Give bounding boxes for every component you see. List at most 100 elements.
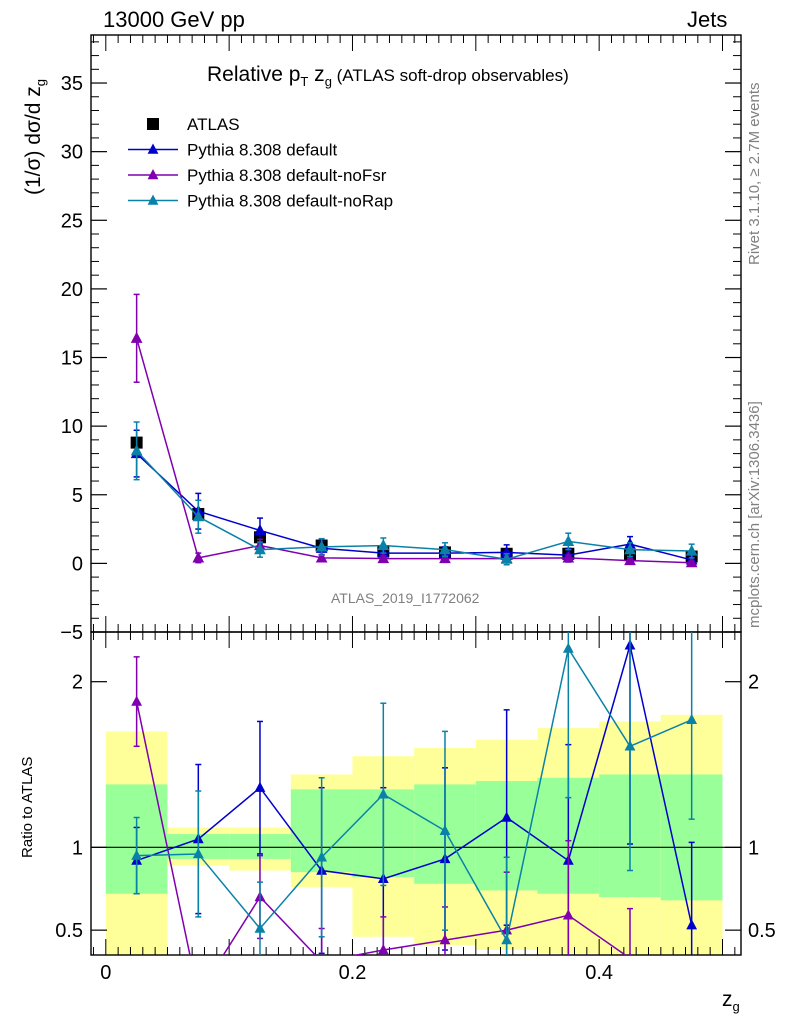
main-y-axis-label: (1/σ) dσ/d zg (22, 79, 48, 195)
ratio-y-tick-label-left: 1 (72, 837, 83, 859)
main-y-tick-label: −5 (60, 622, 83, 644)
main-series-3 (130, 421, 698, 566)
ratio-panel-axes: 0 0.2 0.4 0.5 0.5 1 1 2 2 (55, 631, 776, 984)
plot-title: Relative pT zg (ATLAS soft-drop observab… (207, 63, 569, 89)
ratio-point (316, 956, 327, 966)
xlabel-main: z (722, 988, 733, 1011)
ratio-point (501, 811, 513, 822)
ratio-y-tick-label-left: 0.5 (55, 920, 83, 942)
data-point (130, 444, 143, 456)
analysis-label: ATLAS_2019_I1772062 (331, 590, 480, 606)
ratio-point (254, 781, 266, 792)
ratio-series-2 (131, 632, 698, 955)
title-sub-t: T (300, 74, 309, 90)
data-point (439, 552, 451, 564)
main-series-0 (130, 436, 698, 563)
legend-marker (147, 194, 159, 205)
ratio-point (628, 952, 632, 955)
ratio-point (316, 851, 328, 862)
main-y-tick-label: 35 (61, 73, 83, 95)
ratio-panel-series (131, 632, 698, 1000)
main-y-tick-label: 25 (61, 210, 83, 232)
data-point (377, 539, 390, 551)
data-point (254, 543, 266, 555)
ratio-point (686, 919, 698, 930)
main-series-2 (130, 293, 698, 568)
ratio-y-tick-label-right: 1 (748, 837, 759, 859)
data-point (192, 510, 205, 522)
data-point (377, 552, 390, 564)
ratio-point (254, 922, 266, 933)
legend-entry-0: ATLAS (187, 115, 240, 134)
data-point (130, 331, 143, 343)
ratio-y-axis-label: Ratio to ATLAS (19, 756, 36, 858)
process-label: Jets (687, 7, 728, 32)
ratio-series-clipped (131, 632, 698, 1000)
ratio-line (135, 701, 627, 955)
main-panel-series (130, 293, 698, 568)
data-point (254, 523, 266, 535)
ratio-point (439, 934, 451, 945)
ratio-point (439, 824, 451, 835)
title-main: Relative p (207, 63, 301, 86)
ratio-point (377, 944, 389, 955)
data-point (192, 551, 205, 563)
x-tick-label: 0 (100, 962, 111, 984)
data-point (315, 540, 328, 552)
title-sub-g: g (324, 74, 332, 90)
title-mid: z (308, 63, 325, 86)
rivet-label: Rivet 3.1.10, ≥ 2.7M events (746, 82, 763, 266)
main-y-tick-label: 20 (61, 279, 83, 301)
ratio-point (686, 990, 697, 1000)
legend-entry-2: Pythia 8.308 default-noFsr (187, 166, 387, 185)
data-point (562, 551, 575, 563)
ratio-point (192, 847, 204, 859)
ratio-y-tick-label-left: 2 (72, 672, 83, 694)
ylabel-sub: g (33, 78, 49, 87)
x-tick-label: 0.4 (585, 962, 613, 984)
data-point (624, 554, 636, 566)
data-point (439, 543, 451, 555)
main-series-1 (130, 429, 698, 567)
data-point (500, 552, 513, 564)
ratio-line (136, 646, 692, 943)
legend-marker (147, 169, 159, 180)
data-point (562, 534, 575, 546)
ratio-frame (90, 631, 742, 956)
mcplots-label: mcplots.cern.ch [arXiv:1306.3436] (746, 401, 763, 628)
legend-entry-3: Pythia 8.308 default-noRap (187, 192, 393, 211)
legend-entry-1: Pythia 8.308 default (187, 141, 338, 160)
ratio-point (686, 713, 698, 724)
legend-marker-atlas (147, 118, 159, 130)
xlabel-sub: g (732, 999, 740, 1015)
legend: ATLAS Pythia 8.308 default Pythia 8.308 de… (128, 115, 393, 211)
data-point (685, 556, 698, 568)
main-y-tick-label: 30 (61, 142, 83, 164)
x-axis-label: zg (722, 988, 740, 1014)
ratio-point (562, 909, 574, 920)
main-y-tick-label: 0 (72, 553, 83, 575)
main-y-tick-label: 10 (61, 416, 83, 438)
main-y-tick-label: 15 (61, 348, 83, 370)
data-point (315, 551, 328, 563)
data-point (685, 544, 698, 556)
ratio-point (377, 788, 389, 799)
energy-label: 13000 GeV pp (103, 7, 245, 32)
series-line (136, 450, 692, 561)
ratio-line (136, 645, 693, 926)
ratio-point (193, 989, 204, 999)
data-point (624, 543, 636, 555)
ratio-point (131, 849, 143, 860)
ratio-point (501, 934, 513, 945)
title-tail: (ATLAS soft-drop observables) (331, 66, 569, 85)
series-line (135, 338, 692, 564)
ratio-y-tick-label-right: 2 (748, 672, 759, 694)
ratio-point (131, 695, 143, 706)
legend-marker (147, 143, 159, 154)
main-y-tick-label: 5 (72, 485, 83, 507)
series-line (136, 453, 692, 561)
ratio-point (624, 740, 636, 751)
x-tick-label: 0.2 (339, 962, 367, 984)
ratio-y-tick-label-right: 0.5 (748, 920, 776, 942)
